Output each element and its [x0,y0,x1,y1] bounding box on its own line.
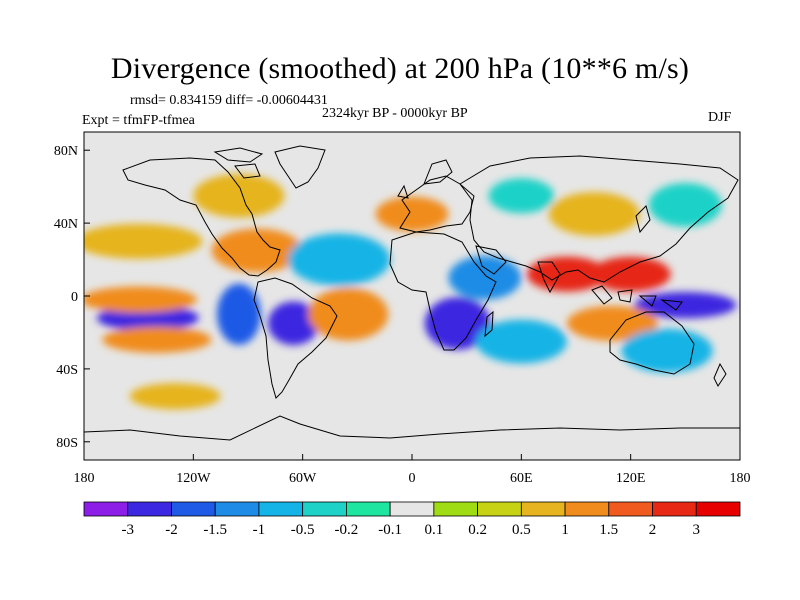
anomaly-region-22 [375,196,449,232]
lat-tick-label: 80N [54,144,78,159]
coastline-australia [609,311,695,375]
lat-tick-label: 80S [56,436,78,451]
season-label: DJF [708,110,732,125]
colorbar-swatch [695,501,741,517]
colorbar-swatch [433,501,479,517]
anomaly-region-2 [102,326,212,353]
anomaly-region-21 [488,178,555,214]
lat-tick-label: 40N [54,217,78,232]
coastline-europe [399,175,475,233]
colorbar-swatch [520,501,566,517]
colorbar-swatch [258,501,304,517]
anomaly-region-4 [217,283,261,345]
colorbar-swatch [345,501,391,517]
colorbar-label: 0.1 [424,522,443,538]
coastline-asia [459,155,739,283]
colorbar-swatch [127,501,172,517]
lat-tick-label: 0 [71,290,78,305]
longitude-axis: 180 120W 60W 0 60E 120E 180 [74,454,751,486]
anomaly-region-18 [548,192,640,236]
divergence-field [84,173,737,410]
coastline-arctic-islands [213,147,264,179]
coastline-scandinavia [397,159,453,199]
anomaly-region-9 [308,287,389,341]
experiment-label: Expt = tfmFP-tfmea [82,113,195,128]
lon-tick-label: 0 [409,471,416,486]
anomaly-region-12 [526,256,607,292]
stats-label: rmsd= 0.834159 diff= -0.00604431 [130,93,328,108]
colorbar-swatch [302,501,347,517]
anomaly-region-7 [193,173,285,218]
anomaly-region-3 [84,223,203,259]
coastline-north-america [122,157,281,277]
colorbar-label: -3 [121,522,134,538]
anomaly-region-13 [590,256,671,292]
lat-tick-label: 40S [56,363,78,378]
coastline-greenland [274,145,326,189]
colorbar-swatch [477,501,522,517]
lon-tick-label: 60E [510,471,533,486]
coastline-madagascar [484,310,494,338]
colorbar-swatch [171,501,216,517]
colorbar-label: 2 [649,522,657,538]
anomaly-region-17 [621,328,713,373]
lon-tick-label: 120W [176,471,211,486]
colorbar-swatch [608,501,653,517]
coastlines [84,145,740,441]
coastline-south-america [253,277,338,399]
anomaly-region-20 [129,383,221,410]
colorbar-label: -0.1 [378,522,402,538]
anomaly-region-15 [566,305,658,341]
colorbar-label: 0.2 [468,522,487,538]
colorbar-label: 0.5 [512,522,531,538]
colorbar-swatch [564,501,610,517]
coastline-africa [389,231,497,351]
plot-title: Divergence (smoothed) at 200 hPa (10**6 … [110,52,690,85]
anomaly-region-8 [288,233,391,286]
period-label: 2324kyr BP - 0000kyr BP [322,106,468,121]
lon-tick-label: 180 [74,471,95,486]
colorbar-label: 3 [693,522,701,538]
colorbar-label: 1.5 [599,522,618,538]
coastline-antarctica [84,415,740,441]
lon-tick-label: 180 [730,471,751,486]
anomaly-region-10 [424,297,491,350]
anomaly-region-19 [648,183,722,227]
colorbar-swatch [214,501,260,517]
colorbar-label: -1.5 [203,522,227,538]
coastline-japan [635,205,651,234]
anomaly-region-1 [84,286,197,313]
coastline-arabia-india [475,245,561,294]
anomaly-region-11 [448,255,522,300]
coastline-new-zealand [713,362,727,387]
colorbar-label: -2 [165,522,178,538]
coastline-indonesia [591,285,683,311]
colorbar-swatch [652,501,697,517]
colorbar-label: -0.2 [335,522,359,538]
colorbar-swatch [83,501,129,517]
anomaly-region-16 [475,319,567,364]
lon-tick-label: 120E [616,471,646,486]
colorbar-swatch [389,501,435,517]
anomaly-region-6 [211,228,303,273]
colorbar: -3 -2 -1.5 -1 -0.5 -0.2 -0.1 0.1 0.2 0.5 1 1.5 2 3 [83,501,741,538]
colorbar-label: -0.5 [291,522,315,538]
latitude-axis: 80N 40N 0 40S 80S [54,144,90,451]
anomaly-region-5 [268,301,320,346]
colorbar-label: -1 [253,522,266,538]
lon-tick-label: 60W [289,471,317,486]
colorbar-label: 1 [561,522,569,538]
